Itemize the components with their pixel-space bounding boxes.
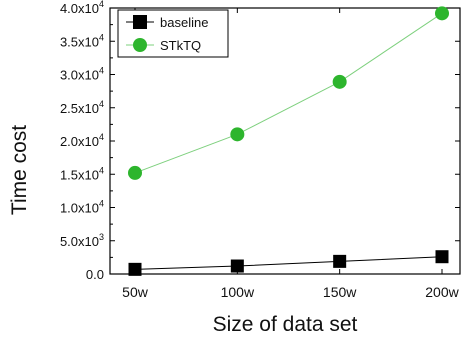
x-tick-label: 50w bbox=[122, 284, 149, 300]
series-line-stktq bbox=[134, 12, 443, 174]
x-axis-title: Size of data set bbox=[213, 313, 358, 336]
y-tick-label: 2.5x104 bbox=[60, 99, 104, 116]
y-tick-label: 1.5x104 bbox=[60, 165, 104, 182]
legend: baseline STkTQ bbox=[117, 9, 229, 58]
series-line-baseline bbox=[134, 256, 443, 270]
y-axis: 0.0 5.0x103 1.0x104 1.5x104 2.0x104 2.5x104 3.… bbox=[60, 0, 460, 282]
point-baseline bbox=[128, 262, 142, 276]
y-tick-label: 3.5x104 bbox=[60, 32, 104, 49]
point-baseline bbox=[230, 259, 244, 273]
legend-label-baseline: baseline bbox=[160, 15, 208, 30]
point-baseline bbox=[435, 250, 449, 264]
point-stktq bbox=[435, 6, 449, 21]
y-tick-label: 3.0x104 bbox=[60, 66, 104, 83]
x-tick-label: 200w bbox=[425, 284, 459, 300]
point-stktq bbox=[332, 74, 347, 89]
x-tick-label: 100w bbox=[221, 284, 255, 300]
y-tick-label: 1.0x104 bbox=[60, 199, 104, 216]
y-tick-label: 5.0x103 bbox=[60, 232, 104, 249]
y-tick-label: 0.0 bbox=[86, 267, 104, 282]
y-tick-label: 4.0x104 bbox=[60, 0, 104, 16]
point-baseline bbox=[333, 254, 347, 268]
y-axis-title: Time cost bbox=[8, 125, 31, 215]
series-layer bbox=[128, 6, 449, 276]
point-stktq bbox=[128, 165, 142, 180]
point-stktq bbox=[230, 127, 245, 142]
legend-label-stktq: STkTQ bbox=[160, 38, 201, 53]
x-axis: 50w 100w 150w 200w bbox=[122, 8, 460, 300]
legend-marker-stktq bbox=[133, 38, 147, 52]
x-tick-label: 150w bbox=[323, 284, 357, 300]
y-tick-label: 2.0x104 bbox=[60, 132, 104, 149]
legend-marker-baseline bbox=[133, 15, 147, 29]
